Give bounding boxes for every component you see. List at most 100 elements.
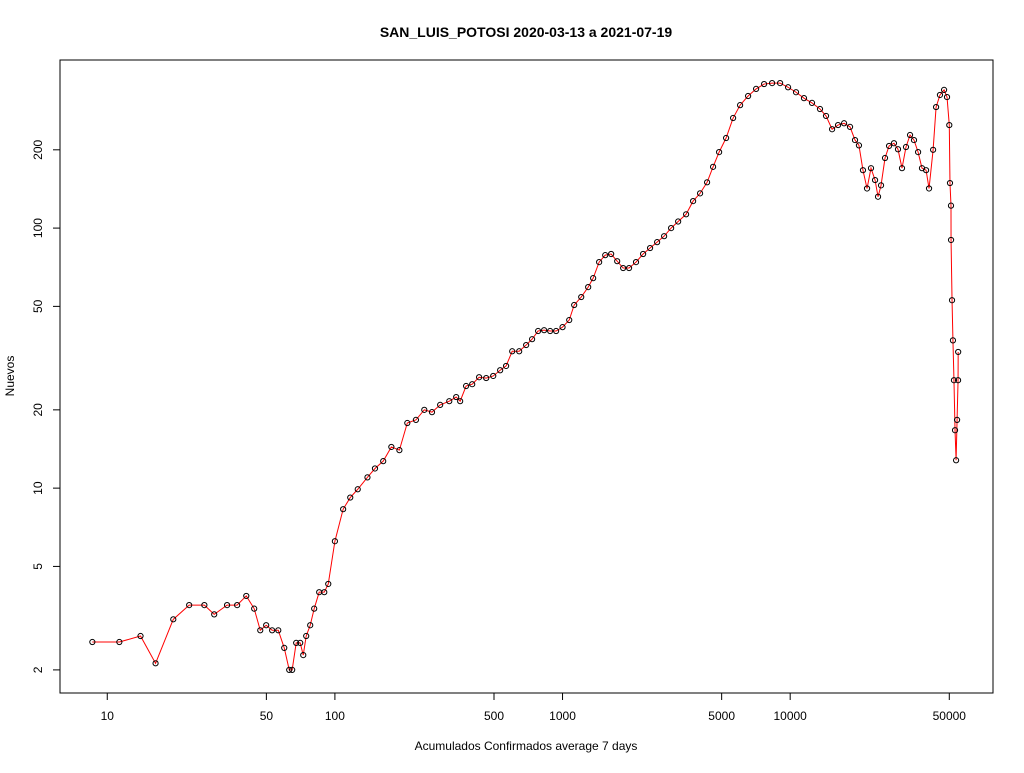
data-point <box>303 632 310 640</box>
data-point <box>289 666 296 673</box>
data-point <box>737 102 744 109</box>
data-point <box>321 589 328 596</box>
y-tick-label: 100 <box>31 218 45 238</box>
data-point <box>497 367 504 374</box>
data-point <box>428 409 436 416</box>
data-point <box>446 398 453 405</box>
data-point <box>116 638 123 646</box>
data-point <box>881 154 889 162</box>
data-point <box>364 474 371 481</box>
y-tick-label: 2 <box>31 666 45 673</box>
data-point <box>469 381 476 388</box>
y-axis-label: Nuevos <box>3 356 17 397</box>
data-point <box>275 627 282 634</box>
data-point <box>223 601 231 609</box>
data-point <box>943 93 951 101</box>
data-point <box>201 601 208 609</box>
data-point <box>234 601 241 609</box>
data-point <box>502 362 510 370</box>
data-point <box>307 622 314 629</box>
data-point <box>596 258 603 266</box>
data-point <box>559 324 566 331</box>
y-tick-label: 200 <box>31 139 45 159</box>
data-point <box>898 165 906 172</box>
data-point <box>816 105 824 113</box>
data-point <box>640 250 647 258</box>
data-point <box>722 134 730 142</box>
data-point <box>716 148 723 156</box>
x-tick-label: 500 <box>484 709 504 723</box>
data-point <box>421 406 428 413</box>
data-point <box>490 372 497 380</box>
data-point <box>877 182 885 189</box>
data-point <box>871 176 879 184</box>
data-point <box>800 95 808 102</box>
data-point <box>951 427 959 434</box>
data-point <box>914 148 922 156</box>
data-point <box>137 632 144 640</box>
data-point <box>602 252 609 259</box>
data-point <box>683 211 690 218</box>
data-point <box>311 605 318 612</box>
data-point <box>675 218 682 225</box>
data-point <box>457 398 464 405</box>
data-point <box>585 284 592 291</box>
data-point <box>703 179 711 186</box>
data-point <box>578 293 585 301</box>
data-point <box>822 112 830 120</box>
data-point <box>437 401 444 408</box>
data-point <box>840 120 848 127</box>
data-point <box>946 121 953 129</box>
data-point <box>874 193 882 200</box>
data-point <box>625 264 633 272</box>
y-tick-label: 10 <box>31 481 45 495</box>
data-point <box>293 639 300 647</box>
x-tick-label: 50000 <box>933 709 967 723</box>
data-point <box>286 666 293 673</box>
data-point <box>792 89 800 96</box>
data-point <box>281 644 288 652</box>
data-point <box>257 627 264 634</box>
data-point <box>784 84 792 91</box>
data-point <box>340 506 347 513</box>
data-point <box>745 92 752 100</box>
data-point <box>940 86 948 93</box>
data-point <box>509 348 516 355</box>
data-point <box>646 244 654 252</box>
data-point <box>380 458 387 465</box>
data-point <box>453 393 460 401</box>
data-point <box>300 651 307 659</box>
x-tick-label: 5000 <box>708 709 735 723</box>
data-point <box>547 327 554 335</box>
data-point <box>730 114 737 122</box>
data-point <box>371 465 379 472</box>
data-point <box>661 233 668 240</box>
data-point <box>846 123 854 130</box>
data-point <box>614 258 621 265</box>
data-point <box>571 301 578 309</box>
data-point <box>761 80 768 88</box>
data-point <box>696 190 704 197</box>
data-point <box>690 197 697 205</box>
data-point <box>483 374 490 382</box>
data-point <box>769 80 776 87</box>
y-tick-label: 20 <box>31 403 45 417</box>
x-tick-label: 100 <box>325 709 345 723</box>
data-point <box>947 202 955 209</box>
data-point <box>855 142 863 149</box>
data-point <box>936 91 944 99</box>
data-point <box>922 167 930 174</box>
data-point <box>620 264 627 272</box>
x-tick-label: 50 <box>260 709 274 723</box>
data-point <box>476 374 483 381</box>
data-point <box>753 85 760 92</box>
data-point <box>954 377 962 384</box>
data-point <box>325 580 332 588</box>
data-point <box>925 185 933 192</box>
data-point <box>347 494 354 501</box>
data-point <box>331 538 338 545</box>
data-point <box>354 486 361 493</box>
data-point <box>894 146 902 153</box>
